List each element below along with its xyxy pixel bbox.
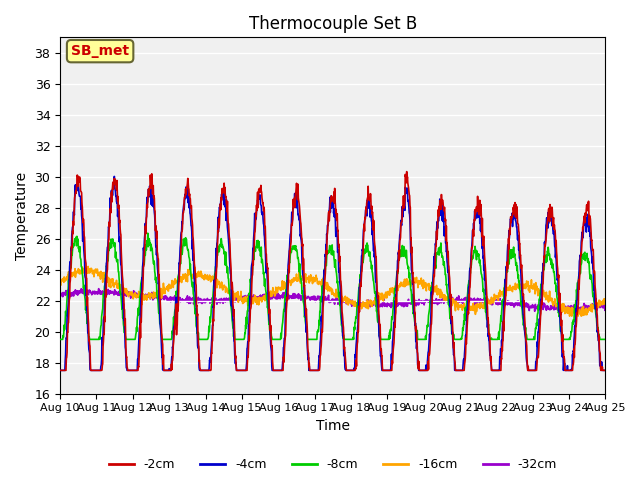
Text: SB_met: SB_met (71, 44, 129, 58)
X-axis label: Time: Time (316, 419, 349, 433)
Title: Thermocouple Set B: Thermocouple Set B (248, 15, 417, 33)
Legend: -2cm, -4cm, -8cm, -16cm, -32cm: -2cm, -4cm, -8cm, -16cm, -32cm (104, 453, 562, 476)
Y-axis label: Temperature: Temperature (15, 171, 29, 260)
